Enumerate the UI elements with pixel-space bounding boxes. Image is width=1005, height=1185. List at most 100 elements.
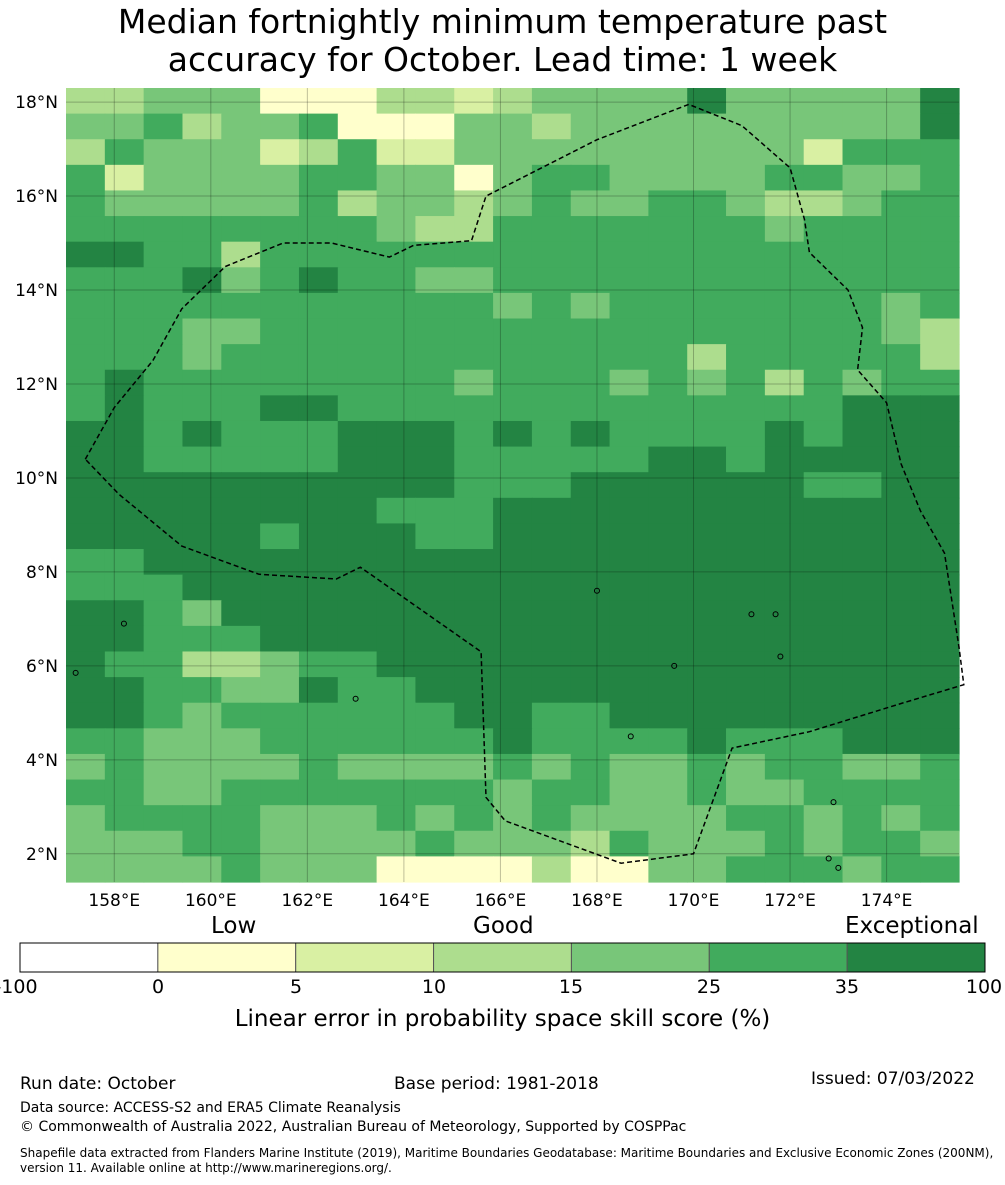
grid-cell xyxy=(298,267,339,294)
grid-cell xyxy=(648,420,688,448)
grid-cell xyxy=(687,369,727,396)
longitude-tick-label: 174°E xyxy=(861,891,913,911)
grid-cell xyxy=(609,779,649,806)
grid-cell xyxy=(687,523,727,550)
grid-cell xyxy=(260,856,300,883)
grid-cell xyxy=(687,395,727,422)
grid-cell xyxy=(415,523,455,550)
grid-cell xyxy=(920,702,960,729)
grid-cell xyxy=(493,113,533,140)
grid-cell xyxy=(454,369,494,396)
grid-cell xyxy=(415,446,455,473)
grid-cell xyxy=(493,856,533,883)
grid-cell xyxy=(221,190,261,217)
grid-cell xyxy=(298,216,339,243)
grid-cell xyxy=(182,472,222,499)
grid-cell xyxy=(842,216,882,243)
grid-cell xyxy=(260,625,300,653)
grid-cell xyxy=(687,472,727,499)
grid-cell xyxy=(842,446,882,473)
grid-cell xyxy=(182,292,222,320)
grid-cell xyxy=(298,190,339,217)
grid-cell xyxy=(260,651,300,678)
grid-cell xyxy=(143,88,184,115)
grid-cell xyxy=(376,779,417,806)
island-outlines xyxy=(72,587,842,871)
grid-cell xyxy=(143,241,184,268)
grid-cell xyxy=(920,369,960,396)
grid-cell xyxy=(726,702,766,729)
grid-cell xyxy=(66,318,106,345)
grid-cell xyxy=(493,139,533,166)
grid-cell xyxy=(221,574,261,601)
grid-cell xyxy=(104,702,145,729)
grid-cell xyxy=(609,753,649,781)
grid-cell xyxy=(803,344,844,371)
grid-cell xyxy=(298,625,339,653)
grid-cell xyxy=(298,318,339,345)
grid-cell xyxy=(648,472,688,499)
grid-cell xyxy=(842,728,882,755)
grid-cell xyxy=(337,702,378,729)
grid-cell xyxy=(376,651,417,678)
island-outline xyxy=(748,611,755,618)
grid-cell xyxy=(570,241,611,268)
grid-cell xyxy=(376,830,417,857)
grid-cell xyxy=(415,190,455,217)
grid-cell xyxy=(143,600,184,627)
latitude-tick-label: 10°N xyxy=(15,469,58,489)
island-outline xyxy=(593,587,600,594)
grid-cell xyxy=(143,164,184,192)
grid-cell xyxy=(570,779,611,806)
grid-cell xyxy=(570,651,611,678)
grid-cell xyxy=(570,625,611,653)
grid-cell xyxy=(337,830,378,857)
grid-cell xyxy=(531,113,572,140)
grid-cell xyxy=(764,856,805,883)
grid-cell xyxy=(842,779,882,806)
grid-cell xyxy=(881,753,921,781)
eez-boundary xyxy=(84,103,965,864)
grid-cell xyxy=(687,549,727,576)
grid-cell xyxy=(376,369,417,396)
grid-cell xyxy=(803,420,844,448)
grid-cell xyxy=(66,805,106,832)
grid-cell xyxy=(66,164,106,192)
grid-cell xyxy=(803,625,844,653)
grid-cell xyxy=(182,190,222,217)
grid-cell xyxy=(531,190,572,217)
grid-cell xyxy=(920,190,960,217)
grid-cell xyxy=(842,523,882,550)
grid-cell xyxy=(337,216,378,243)
longitude-tick-label: 168°E xyxy=(571,891,623,911)
grid-cell xyxy=(881,446,921,473)
grid-cell xyxy=(337,369,378,396)
latitude-tick-label: 4°N xyxy=(26,751,58,771)
grid-cell xyxy=(143,113,184,140)
grid-cell xyxy=(648,446,688,473)
grid-cell xyxy=(920,241,960,268)
grid-cell xyxy=(531,497,572,525)
grid-cell xyxy=(493,190,533,217)
grid-cell xyxy=(687,420,727,448)
grid-cell xyxy=(920,292,960,320)
grid-cell xyxy=(298,164,339,192)
grid-cell xyxy=(298,420,339,448)
grid-cell xyxy=(531,523,572,550)
grid-cell xyxy=(104,292,145,320)
grid-cell xyxy=(648,600,688,627)
grid-cell xyxy=(842,600,882,627)
grid-cell xyxy=(182,420,222,448)
grid-cell xyxy=(493,574,533,601)
grid-cell xyxy=(570,446,611,473)
grid-cell xyxy=(66,113,106,140)
grid-cell xyxy=(454,856,494,883)
grid-cell xyxy=(298,856,339,883)
grid-cell xyxy=(415,318,455,345)
grid-cell xyxy=(803,88,844,115)
grid-cell xyxy=(803,216,844,243)
latitude-tick-labels: 2°N 4°N 6°N 8°N 10°N 12°N 14°N 16°N 18°N xyxy=(15,93,58,865)
grid-cell xyxy=(415,472,455,499)
grid-cell xyxy=(454,344,494,371)
grid-cell xyxy=(648,241,688,268)
